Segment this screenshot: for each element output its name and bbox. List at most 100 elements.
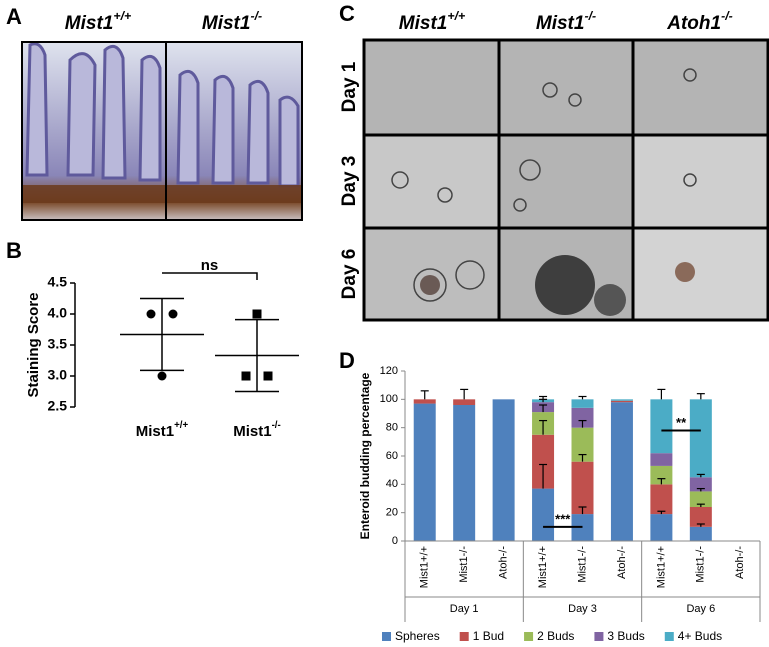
- panel-label: C: [339, 1, 355, 26]
- y-axis-title: Staining Score: [25, 292, 42, 397]
- x-tick-label: Mist1-/-: [695, 546, 707, 583]
- column-label: Mist1-/-: [536, 9, 596, 34]
- x-tick-label-sup: +/+: [174, 420, 188, 431]
- x-tick-label-base: Mist1: [233, 423, 271, 440]
- legend-swatch: [382, 632, 391, 641]
- group-label: Day 6: [686, 603, 715, 615]
- bar-segment: [689, 477, 712, 492]
- legend-swatch: [524, 632, 534, 641]
- annotation: ***: [555, 511, 571, 526]
- bar-segment: [413, 403, 436, 541]
- column-label-sup: +/+: [447, 9, 465, 23]
- micrograph-grid-c: [362, 38, 769, 322]
- column-label-base: Atoh1: [666, 13, 721, 34]
- group-label: Day 3: [568, 603, 597, 615]
- bar-segment: [610, 400, 633, 403]
- bar-segment: [689, 526, 712, 541]
- bar-segment: [650, 453, 673, 466]
- column-label-sup: -/-: [250, 9, 262, 23]
- column-label: Atoh1-/-: [666, 9, 732, 34]
- column-label-base: Mist1: [202, 13, 251, 34]
- column-label: Mist1+/+: [65, 9, 131, 34]
- y-tick-label: 120: [380, 365, 398, 377]
- annotation: **: [676, 415, 687, 430]
- legend-label: 4+ Buds: [678, 629, 722, 643]
- y-tick-label: 3.0: [48, 367, 68, 383]
- bar-segment: [689, 507, 712, 527]
- bar-segment: [571, 399, 594, 408]
- y-tick-label: 0: [392, 535, 398, 547]
- group-label: Day 1: [450, 603, 479, 615]
- bar-segment: [650, 514, 673, 541]
- panel-label: B: [6, 238, 22, 263]
- point: [241, 371, 251, 381]
- column-label-base: Mist1: [65, 13, 114, 34]
- y-tick-label: 4.5: [48, 274, 68, 290]
- legend-swatch: [594, 632, 604, 641]
- row-label: Day 6: [339, 249, 360, 300]
- x-tick-label: Atoh-/-: [498, 546, 510, 579]
- bar-segment: [610, 402, 633, 541]
- bar-segment: [650, 465, 673, 485]
- x-tick-label-sup: -/-: [272, 420, 281, 431]
- bar-segment: [610, 399, 633, 401]
- column-label: Mist1-/-: [202, 9, 262, 34]
- y-axis-title: Enteroid budding percentage: [358, 372, 372, 539]
- column-label-sup: -/-: [584, 9, 596, 23]
- bar-segment: [689, 491, 712, 507]
- y-tick-label: 3.5: [48, 336, 68, 352]
- bar-segment: [571, 427, 594, 462]
- bar-segment: [689, 399, 712, 478]
- panel-label: A: [6, 4, 22, 29]
- x-tick-label: Atoh-/-: [616, 546, 628, 579]
- bar-segment: [650, 399, 673, 454]
- legend-label: Spheres: [395, 629, 440, 643]
- micrograph-a: [21, 41, 303, 221]
- point: [168, 309, 178, 319]
- x-tick-label: Mist1-/-: [233, 420, 281, 440]
- x-tick-label: Mist1+/+: [655, 546, 667, 588]
- bar-segment: [492, 399, 515, 541]
- x-tick-label: Mist1-/-: [458, 546, 470, 583]
- column-label-sup: -/-: [721, 9, 733, 23]
- point: [263, 371, 273, 381]
- point: [157, 371, 167, 381]
- bar-segment: [453, 405, 476, 541]
- x-tick-label: Mist1+/+: [537, 546, 549, 588]
- legend-swatch: [664, 632, 674, 641]
- row-label: Day 1: [339, 61, 360, 112]
- significance-bracket: [162, 272, 258, 280]
- bar-segment: [532, 434, 555, 489]
- column-label-sup: +/+: [113, 9, 131, 23]
- x-tick-label-base: Mist1: [136, 423, 174, 440]
- panel-label: D: [339, 348, 355, 373]
- point: [146, 309, 156, 319]
- y-tick-label: 100: [380, 393, 398, 405]
- bar-segment: [571, 461, 594, 515]
- legend-label: 2 Buds: [537, 629, 574, 643]
- legend-swatch: [459, 632, 469, 641]
- annotation: ns: [201, 257, 219, 274]
- row-label: Day 3: [339, 156, 360, 207]
- legend-label: 3 Buds: [607, 629, 644, 643]
- y-tick-label: 4.0: [48, 305, 68, 321]
- y-tick-label: 2.5: [48, 398, 68, 414]
- y-tick-label: 40: [386, 478, 398, 490]
- x-tick-label: Mist1-/-: [576, 546, 588, 583]
- bar-segment: [413, 399, 436, 404]
- bar-segment: [532, 488, 555, 541]
- column-label-base: Mist1: [536, 13, 585, 34]
- bar-segment: [453, 399, 476, 405]
- y-tick-label: 60: [386, 450, 398, 462]
- point: [252, 309, 262, 319]
- x-tick-label: Mist1+/+: [136, 420, 189, 440]
- bar-segment: [650, 484, 673, 515]
- y-tick-label: 20: [386, 507, 398, 519]
- column-label-base: Mist1: [399, 13, 448, 34]
- x-tick-label: Mist1+/+: [419, 546, 431, 588]
- x-tick-label: Atoh-/-: [734, 546, 746, 579]
- y-tick-label: 80: [386, 422, 398, 434]
- bar-segment: [571, 407, 594, 428]
- legend-label: 1 Bud: [473, 629, 504, 643]
